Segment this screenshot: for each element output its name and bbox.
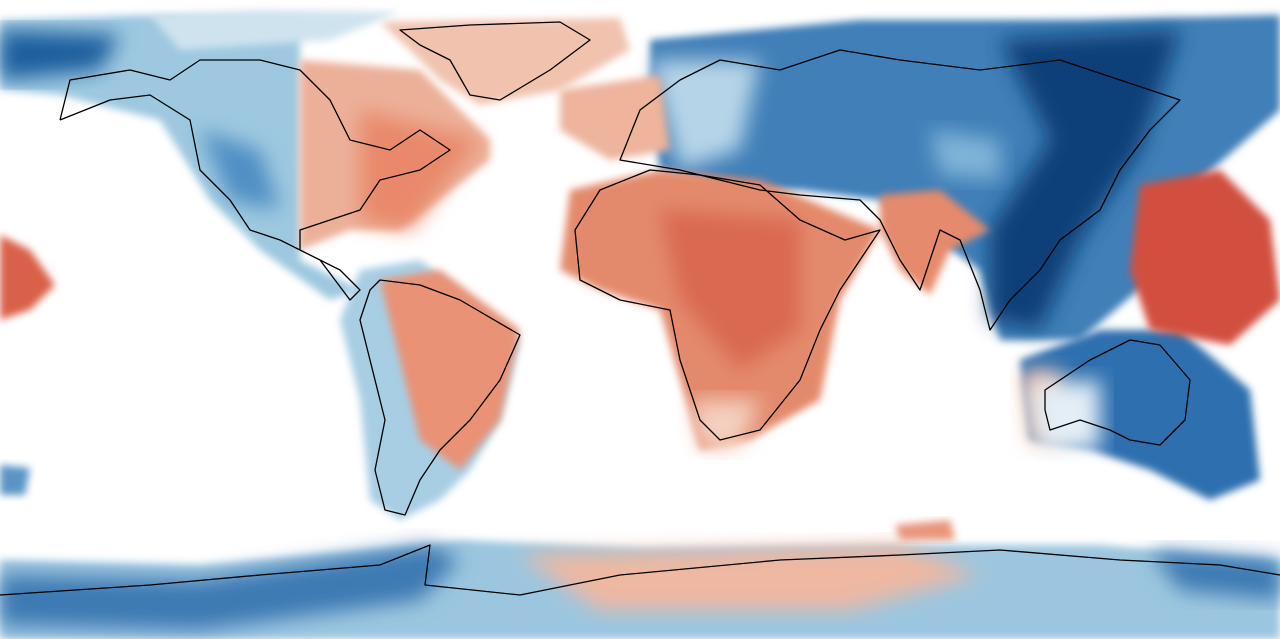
coastline-north-america bbox=[59, 59, 451, 301]
field-south-pacific bbox=[0, 465, 30, 495]
field-east-asia bbox=[990, 30, 1180, 330]
field-europe bbox=[650, 60, 760, 170]
field-north-america-west bbox=[0, 15, 360, 300]
field-pacific-anomaly bbox=[1130, 170, 1280, 345]
field-west-antarctica bbox=[0, 545, 460, 630]
field-arctic-islands bbox=[150, 10, 400, 50]
coastline-greenland bbox=[399, 21, 591, 101]
field-south-america-east bbox=[380, 270, 520, 470]
field-pacific-west-edge bbox=[0, 235, 55, 320]
field-tibet bbox=[930, 130, 1000, 180]
coastline-eurasia bbox=[619, 49, 1181, 331]
coastline-south-america bbox=[359, 279, 521, 516]
field-south-africa bbox=[690, 400, 760, 450]
field-western-europe bbox=[560, 75, 670, 160]
field-india bbox=[880, 190, 990, 295]
field-alaska bbox=[0, 30, 120, 80]
field-africa-core bbox=[660, 210, 800, 370]
coastlines bbox=[0, 21, 1280, 596]
field-australia-interior bbox=[1030, 380, 1100, 450]
field-east-antarctica bbox=[520, 545, 980, 610]
field-greenland bbox=[380, 18, 630, 105]
field-kerguelen bbox=[895, 520, 955, 540]
coastline-africa bbox=[574, 169, 881, 441]
coastline-australia bbox=[1044, 339, 1191, 446]
field-australia bbox=[1020, 330, 1260, 500]
field-layer bbox=[0, 10, 1280, 639]
field-rockies bbox=[200, 130, 280, 210]
coastline-antarctica bbox=[0, 544, 1280, 596]
